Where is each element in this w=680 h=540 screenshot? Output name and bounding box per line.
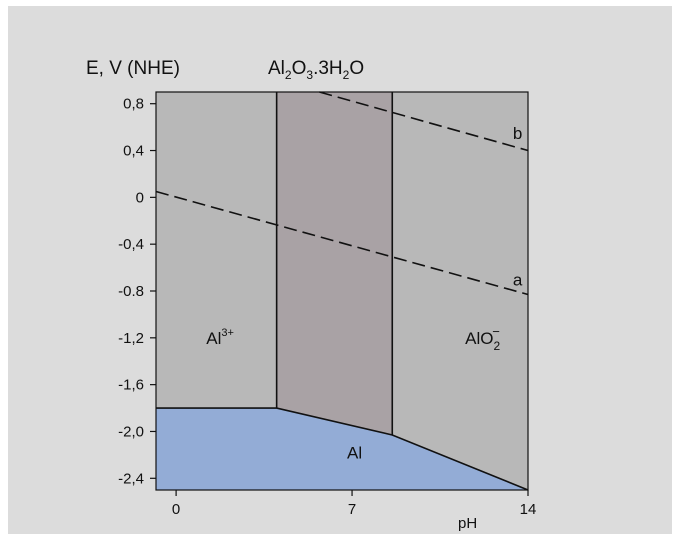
- y-tick-label: 0,4: [123, 143, 144, 160]
- x-tick-label: 0: [172, 501, 180, 518]
- y-axis-ticks: 0,8 0,4 0 -0,4 -0.8 -1,2 -1,6 -2,0 -2,4: [118, 96, 156, 487]
- line-a: [155, 190, 529, 296]
- region-alo2: [392, 92, 528, 490]
- y-tick-label: -2,0: [118, 423, 144, 440]
- y-tick-label: -2,4: [118, 470, 144, 487]
- y-tick-label: 0: [136, 189, 144, 206]
- y-tick-label: 0,8: [123, 96, 144, 113]
- y-tick-label: -0.8: [118, 283, 144, 300]
- y-axis-title: E, V (NHE): [86, 58, 180, 79]
- line-b: [319, 91, 529, 152]
- line-label-a: a: [513, 270, 523, 289]
- oxide-region-title: Al2O3.3H2O: [268, 58, 364, 82]
- region-label-al: Al: [347, 444, 362, 463]
- region-labels: Al3+ AlO2− Al: [206, 324, 500, 463]
- water-stability-lines: ab: [155, 91, 529, 296]
- stability-regions: [156, 92, 528, 490]
- x-tick-label: 14: [520, 501, 537, 518]
- region-al2o3-3h2o: [276, 92, 393, 435]
- y-tick-label: -0,4: [118, 236, 144, 253]
- line-label-b: b: [513, 124, 522, 143]
- region-label-alo2: AlO2−: [465, 324, 500, 353]
- y-tick-label: -1,6: [118, 377, 144, 394]
- boundary-al-lower-boundary: [156, 407, 529, 491]
- x-axis-ticks: 0 7 14: [172, 490, 536, 518]
- region-al3: [156, 92, 277, 409]
- phase-boundaries: [156, 92, 529, 491]
- y-tick-label: -1,2: [118, 330, 144, 347]
- region-label-al3: Al3+: [206, 327, 234, 348]
- x-tick-label: 7: [348, 501, 356, 518]
- x-axis-title: pH: [458, 515, 477, 532]
- region-al: [156, 408, 528, 490]
